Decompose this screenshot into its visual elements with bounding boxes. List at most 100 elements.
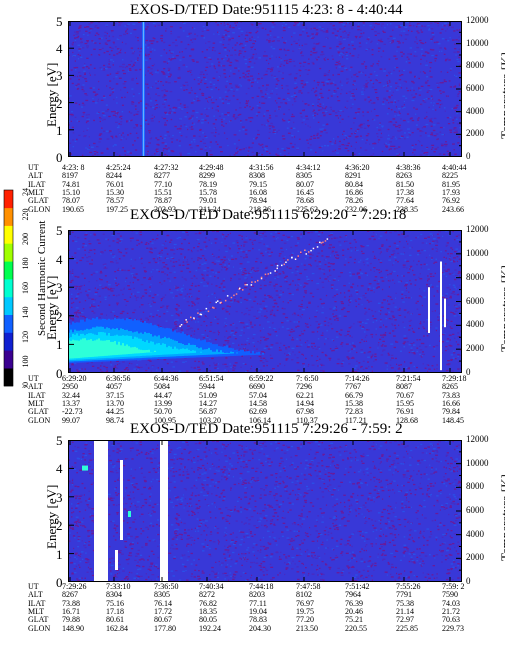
table-cell: 16.71 (62, 606, 80, 616)
table-cell: 78.19 (199, 179, 217, 189)
table-cell: 106.14 (249, 415, 271, 425)
table-cell: 8305 (296, 171, 312, 181)
table-cell: 19.04 (249, 606, 267, 616)
table-cell: 14.94 (296, 398, 314, 408)
table-cell: 218.36 (249, 204, 271, 214)
y-axis-label: Energy [eV] (44, 62, 59, 127)
table-cell: 8308 (249, 171, 265, 181)
table-cell: 7:33:10 (106, 582, 131, 591)
table-cell: 162.84 (106, 623, 128, 633)
y-tick-label: 0 (56, 150, 63, 165)
table-cell: 78.07 (62, 196, 80, 206)
y2-tick-label: 0 (466, 151, 471, 161)
table-cell: 80.84 (345, 179, 363, 189)
table-cell: 8197 (62, 171, 78, 181)
colorbar-tick-label: 100 (21, 356, 30, 368)
table-cell: 6:36:56 (106, 374, 131, 383)
colorbar-tick-label: 80 (21, 382, 30, 388)
table-row-label: GLAT (28, 615, 49, 625)
table-cell: 80.67 (154, 615, 172, 625)
y2-tick-label: 12000 (466, 224, 489, 234)
y2-tick-label: 2000 (466, 128, 484, 139)
table-cell: 80.61 (106, 615, 124, 625)
table-cell: 77.11 (249, 598, 267, 608)
y2-axis-label: Temperature [K] (498, 474, 505, 561)
table-cell: 21.14 (396, 606, 414, 616)
table-cell: 17.93 (442, 187, 460, 197)
table-cell: 14.58 (249, 398, 267, 408)
table-cell: 21.72 (442, 606, 460, 616)
table-cell: 51.09 (199, 390, 217, 400)
table-cell: 8087 (396, 382, 412, 392)
heatmap-plot (68, 21, 462, 157)
table-cell: 81.50 (396, 179, 414, 189)
table-cell: 74.03 (442, 598, 460, 608)
heatmap-speckle (68, 440, 462, 582)
table-cell: 7791 (396, 590, 412, 600)
y-tick-label: 3 (56, 68, 63, 84)
colorbar-swatch (4, 225, 13, 244)
table-cell: 98.74 (106, 415, 124, 425)
table-cell: 213.50 (296, 623, 318, 633)
table-cell: 78.87 (154, 196, 172, 206)
heatmap-background (68, 440, 462, 582)
table-cell: 4:36:20 (345, 163, 370, 172)
table-cell: 7:55:26 (396, 582, 421, 591)
table-cell: 16.08 (249, 187, 267, 197)
table-cell: 8291 (345, 171, 361, 181)
table-cell: 32.44 (62, 390, 80, 400)
table-row-label: ALT (28, 171, 43, 181)
y-axis-label: Energy [eV] (44, 484, 59, 549)
table-cell: 8265 (442, 382, 458, 392)
table-cell: 15.38 (345, 398, 363, 408)
table-cell: 50.70 (154, 407, 172, 417)
table-cell: 8305 (154, 590, 170, 600)
table-cell: 73.83 (442, 390, 460, 400)
colorbar-swatch (4, 190, 13, 209)
table-cell: 148.45 (442, 415, 464, 425)
table-cell: 8272 (199, 590, 215, 600)
colorbar-swatch (4, 314, 13, 333)
table-cell: 78.57 (106, 196, 124, 206)
table-cell: 77.64 (396, 196, 414, 206)
table-cell: 78.94 (249, 196, 267, 206)
table-cell: 8299 (199, 171, 215, 181)
table-cell: 128.68 (396, 415, 418, 425)
y2-tick-label: 10000 (466, 247, 489, 258)
table-cell: 6:51:54 (199, 374, 224, 383)
table-cell: 7: 6:50 (296, 374, 319, 383)
table-cell: 44.47 (154, 390, 172, 400)
y-tick-label: 3 (56, 489, 63, 505)
table-cell: 77.20 (296, 615, 314, 625)
table-cell: 80.05 (199, 615, 217, 625)
chart-title: EXOS-D/TED Date:951115 7:29:26 - 7:59: 2 (130, 421, 403, 437)
table-row-label: ILAT (28, 598, 46, 608)
table-cell: 66.79 (345, 390, 363, 400)
table-cell: 74.81 (62, 179, 80, 189)
y-tick-label: 4 (56, 251, 63, 267)
table-cell: 15.95 (396, 398, 414, 408)
table-row-label: UT (28, 582, 39, 591)
y-tick-label: 4 (56, 461, 63, 477)
y2-tick-label: 8000 (466, 481, 484, 492)
y2-tick-label: 0 (466, 367, 471, 377)
table-cell: 4:34:12 (296, 163, 321, 172)
y-tick-label: 5 (56, 14, 63, 29)
table-cell: 78.68 (296, 196, 314, 206)
table-cell: 225.85 (396, 623, 418, 633)
table-cell: -22.73 (62, 407, 83, 417)
table-cell: 15.78 (199, 187, 217, 197)
table-cell: 99.07 (62, 415, 80, 425)
y-tick-label: 2 (56, 308, 63, 324)
y2-tick-label: 4000 (466, 105, 484, 116)
table-cell: 57.04 (249, 390, 267, 400)
table-cell: 37.15 (106, 390, 124, 400)
table-cell: 15.10 (62, 187, 80, 197)
y2-tick-label: 2000 (466, 343, 484, 354)
table-cell: 8267 (62, 590, 78, 600)
table-cell: 16.66 (442, 398, 460, 408)
table-cell: 7:47:58 (296, 582, 321, 591)
table-cell: 72.83 (345, 407, 363, 417)
table-cell: 8304 (106, 590, 122, 600)
table-cell: 16.86 (345, 187, 363, 197)
